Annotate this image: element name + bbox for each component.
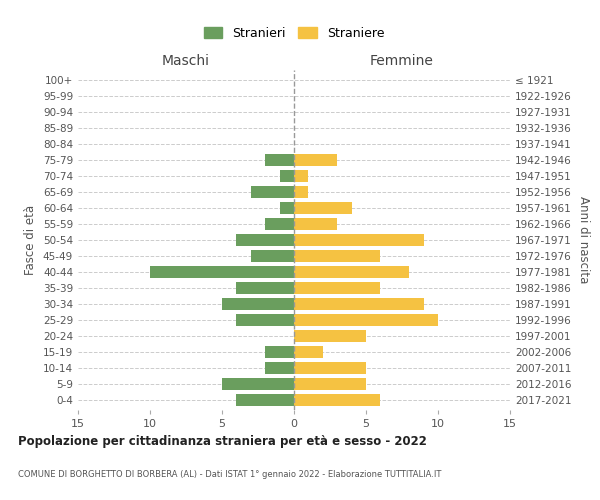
- Bar: [294, 314, 438, 326]
- Bar: [294, 186, 308, 198]
- Bar: [236, 282, 294, 294]
- Y-axis label: Fasce di età: Fasce di età: [25, 205, 37, 275]
- Bar: [294, 362, 366, 374]
- Legend: Stranieri, Straniere: Stranieri, Straniere: [199, 22, 389, 45]
- Bar: [294, 346, 323, 358]
- Bar: [280, 202, 294, 214]
- Bar: [294, 170, 308, 182]
- Bar: [294, 266, 409, 278]
- Bar: [294, 394, 380, 406]
- Bar: [265, 218, 294, 230]
- Bar: [294, 218, 337, 230]
- Text: Femmine: Femmine: [370, 54, 434, 68]
- Bar: [265, 346, 294, 358]
- Bar: [294, 154, 337, 166]
- Bar: [236, 314, 294, 326]
- Bar: [294, 330, 366, 342]
- Bar: [236, 234, 294, 246]
- Bar: [294, 378, 366, 390]
- Bar: [222, 298, 294, 310]
- Text: Popolazione per cittadinanza straniera per età e sesso - 2022: Popolazione per cittadinanza straniera p…: [18, 435, 427, 448]
- Bar: [294, 282, 380, 294]
- Bar: [265, 154, 294, 166]
- Bar: [222, 378, 294, 390]
- Text: COMUNE DI BORGHETTO DI BORBERA (AL) - Dati ISTAT 1° gennaio 2022 - Elaborazione : COMUNE DI BORGHETTO DI BORBERA (AL) - Da…: [18, 470, 442, 479]
- Bar: [280, 170, 294, 182]
- Bar: [236, 394, 294, 406]
- Bar: [251, 250, 294, 262]
- Bar: [251, 186, 294, 198]
- Bar: [294, 234, 424, 246]
- Bar: [150, 266, 294, 278]
- Bar: [294, 250, 380, 262]
- Bar: [265, 362, 294, 374]
- Bar: [294, 298, 424, 310]
- Y-axis label: Anni di nascita: Anni di nascita: [577, 196, 590, 284]
- Text: Maschi: Maschi: [162, 54, 210, 68]
- Bar: [294, 202, 352, 214]
